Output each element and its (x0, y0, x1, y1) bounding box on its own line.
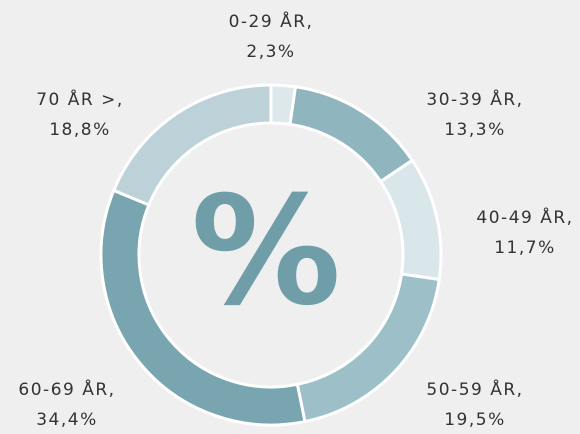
segment-label: 30-39 ÅR, (426, 88, 523, 110)
segment-label: 70 ÅR >, (36, 88, 124, 110)
donut-segment (111, 83, 273, 207)
donut-segment (378, 158, 443, 282)
segment-value: 19,5% (444, 410, 506, 430)
center-label: % (191, 165, 341, 339)
segment-label: 0-29 ÅR, (229, 10, 314, 32)
segment-label: 50-59 ÅR, (426, 378, 523, 400)
segment-value: 11,7% (494, 238, 556, 258)
segment-label: 60-69 ÅR, (18, 378, 115, 400)
segment-value: 13,3% (444, 120, 506, 140)
segment-label: 40-49 ÅR, (476, 206, 573, 228)
segment-value: 34,4% (36, 410, 98, 430)
segment-value: 2,3% (246, 42, 295, 62)
segment-value: 18,8% (49, 120, 111, 140)
